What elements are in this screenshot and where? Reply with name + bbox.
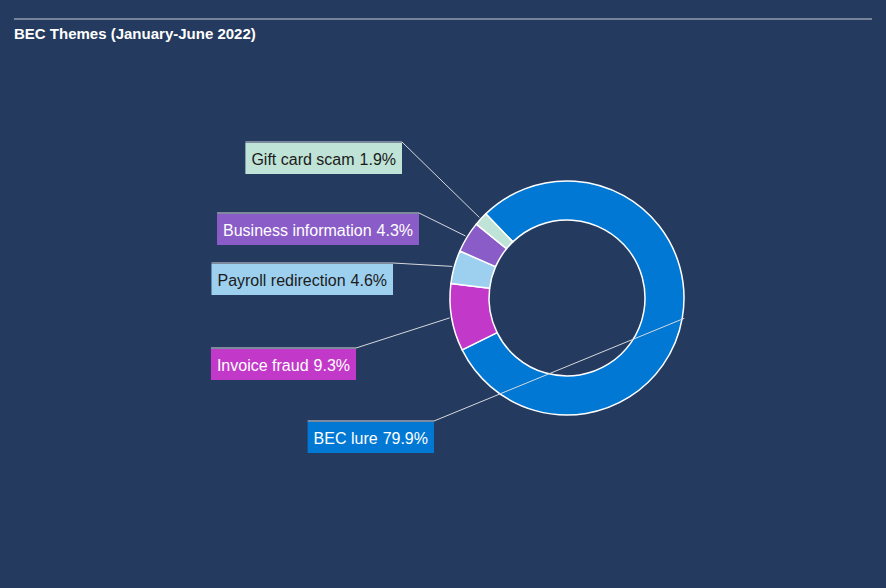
- label-category: Invoice fraud: [217, 357, 309, 374]
- slice: [462, 181, 684, 415]
- chart: BEC Themes (January-June 2022) BEC lure 79…: [0, 0, 886, 588]
- data-label: Invoice fraud 9.3%: [217, 357, 350, 374]
- label-value: 4.3%: [377, 222, 413, 239]
- title: BEC Themes (January-June 2022): [14, 25, 256, 42]
- labels: BEC lure 79.9% Invoice fraud 9.3% Payroll re…: [211, 142, 684, 453]
- leader-line: [217, 213, 465, 236]
- leader-line: [211, 318, 450, 348]
- data-label: Payroll redirection 4.6%: [217, 272, 387, 289]
- data-label: BEC lure 79.9%: [314, 430, 428, 447]
- data-label: Gift card scam 1.9%: [251, 151, 396, 168]
- label-value: 4.6%: [351, 272, 387, 289]
- label-box: [217, 214, 419, 245]
- leader-line: [308, 318, 685, 421]
- label-value: 1.9%: [360, 151, 396, 168]
- leader-line: [245, 142, 479, 217]
- slice: [476, 214, 513, 249]
- leader-line: [211, 263, 452, 266]
- label-box: [308, 422, 434, 453]
- label-category: BEC lure: [314, 430, 378, 447]
- label-box: [245, 143, 402, 174]
- label-box: [211, 264, 393, 295]
- label-category: Payroll redirection: [217, 272, 345, 289]
- label-value: 9.3%: [314, 357, 350, 374]
- data-label: Business information 4.3%: [223, 222, 413, 239]
- slice: [450, 283, 497, 349]
- background: [0, 0, 886, 588]
- label-value: 79.9%: [383, 430, 428, 447]
- top-rule: [14, 19, 872, 20]
- label-category: Business information: [223, 222, 372, 239]
- slices: [450, 181, 684, 415]
- label-category: Gift card scam: [251, 151, 354, 168]
- label-box: [211, 349, 356, 380]
